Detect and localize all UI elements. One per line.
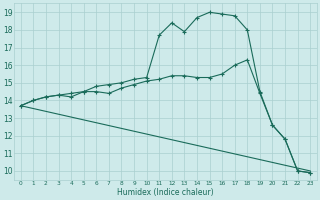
X-axis label: Humidex (Indice chaleur): Humidex (Indice chaleur)	[117, 188, 214, 197]
